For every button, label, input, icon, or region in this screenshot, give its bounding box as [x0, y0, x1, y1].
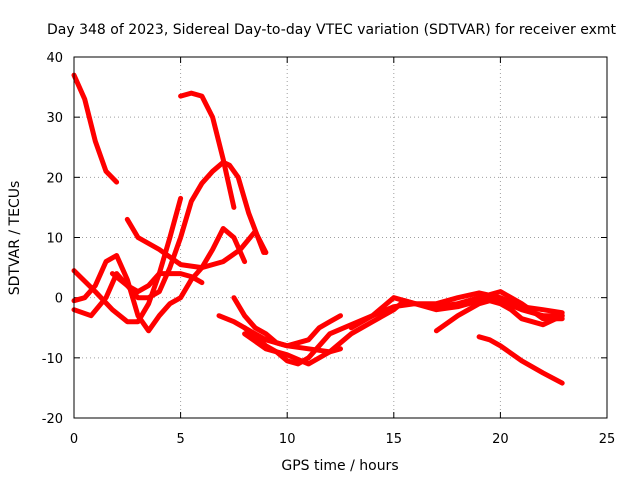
series-line-s7: [109, 271, 205, 295]
plot-frame: [73, 56, 608, 419]
series-line-s9: [216, 313, 343, 355]
y-axis-label: SDTVAR / TECUs: [7, 181, 23, 296]
x-tick-label: 5: [176, 432, 184, 447]
y-tick-label: 0: [55, 292, 63, 307]
axis-ticks: 0 5 10 15 20 25 -20 -10 0 10 20 30 40: [42, 51, 616, 447]
series-lines: [71, 72, 565, 386]
x-tick-label: 20: [492, 432, 509, 447]
y-tick-label: 40: [46, 51, 63, 66]
y-tick-label: -10: [42, 352, 63, 367]
series-line-s4: [71, 195, 184, 325]
y-tick-label: 30: [46, 111, 63, 126]
x-tick-label: 0: [70, 432, 78, 447]
x-tick-label: 15: [386, 432, 403, 447]
x-tick-label: 25: [599, 432, 616, 447]
x-tick-label: 10: [279, 432, 296, 447]
series-line-s1: [71, 72, 120, 185]
series-line-s6: [71, 226, 248, 334]
series-line-s14: [476, 334, 565, 386]
y-tick-label: 20: [46, 171, 63, 186]
y-tick-label: 10: [46, 232, 63, 247]
x-axis-label: GPS time / hours: [281, 458, 398, 474]
series-line-s2: [178, 90, 237, 210]
series-line-s13: [433, 298, 565, 334]
y-tick-label: -20: [42, 412, 63, 427]
chart-title: Day 348 of 2023, Sidereal Day-to-day VTE…: [47, 22, 617, 38]
series-line-s12: [348, 289, 565, 331]
